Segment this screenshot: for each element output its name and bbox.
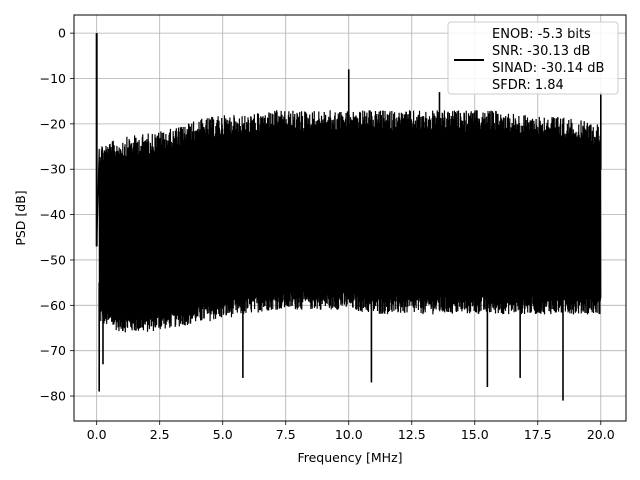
- legend-enob: ENOB: -5.3 bits: [492, 27, 591, 42]
- y-tick-label: −10: [40, 71, 66, 86]
- x-ticks: 0.0 2.5 5.0 7.5 10.0 12.5 15.0 17.5 20.0: [87, 421, 615, 442]
- y-axis-label: PSD [dB]: [13, 190, 28, 245]
- legend-box: [447, 21, 619, 95]
- x-tick-label: 12.5: [398, 427, 426, 442]
- x-tick-label: 10.0: [335, 427, 363, 442]
- y-tick-label: −20: [40, 116, 66, 131]
- plot-frame: [73, 14, 627, 422]
- y-ticks: 0 −10 −20 −30 −40 −50 −60 −70 −80: [40, 26, 74, 404]
- x-tick-label: 5.0: [213, 427, 233, 442]
- legend-snr: SNR: -30.13 dB: [492, 44, 590, 59]
- psd-trace: [96, 110, 602, 333]
- x-tick-label: 7.5: [276, 427, 296, 442]
- legend-sinad: SINAD: -30.14 dB: [492, 61, 604, 76]
- y-tick-label: −30: [40, 162, 66, 177]
- x-axis-label: Frequency [MHz]: [297, 450, 402, 465]
- legend: ENOB: -5.3 bits SNR: -30.13 dB SINAD: -3…: [447, 21, 619, 95]
- x-tick-label: 2.5: [150, 427, 170, 442]
- y-tick-label: −40: [40, 207, 66, 222]
- x-tick-label: 17.5: [524, 427, 552, 442]
- y-tick-label: −50: [40, 252, 66, 267]
- legend-sfdr: SFDR: 1.84: [492, 78, 564, 93]
- y-tick-label: −60: [40, 298, 66, 313]
- y-tick-label: −80: [40, 389, 66, 404]
- y-tick-label: −70: [40, 343, 66, 358]
- psd-series: [95, 33, 602, 401]
- x-tick-label: 0.0: [87, 427, 107, 442]
- x-tick-label: 15.0: [461, 427, 489, 442]
- x-tick-label: 20.0: [587, 427, 615, 442]
- y-tick-label: 0: [58, 26, 66, 41]
